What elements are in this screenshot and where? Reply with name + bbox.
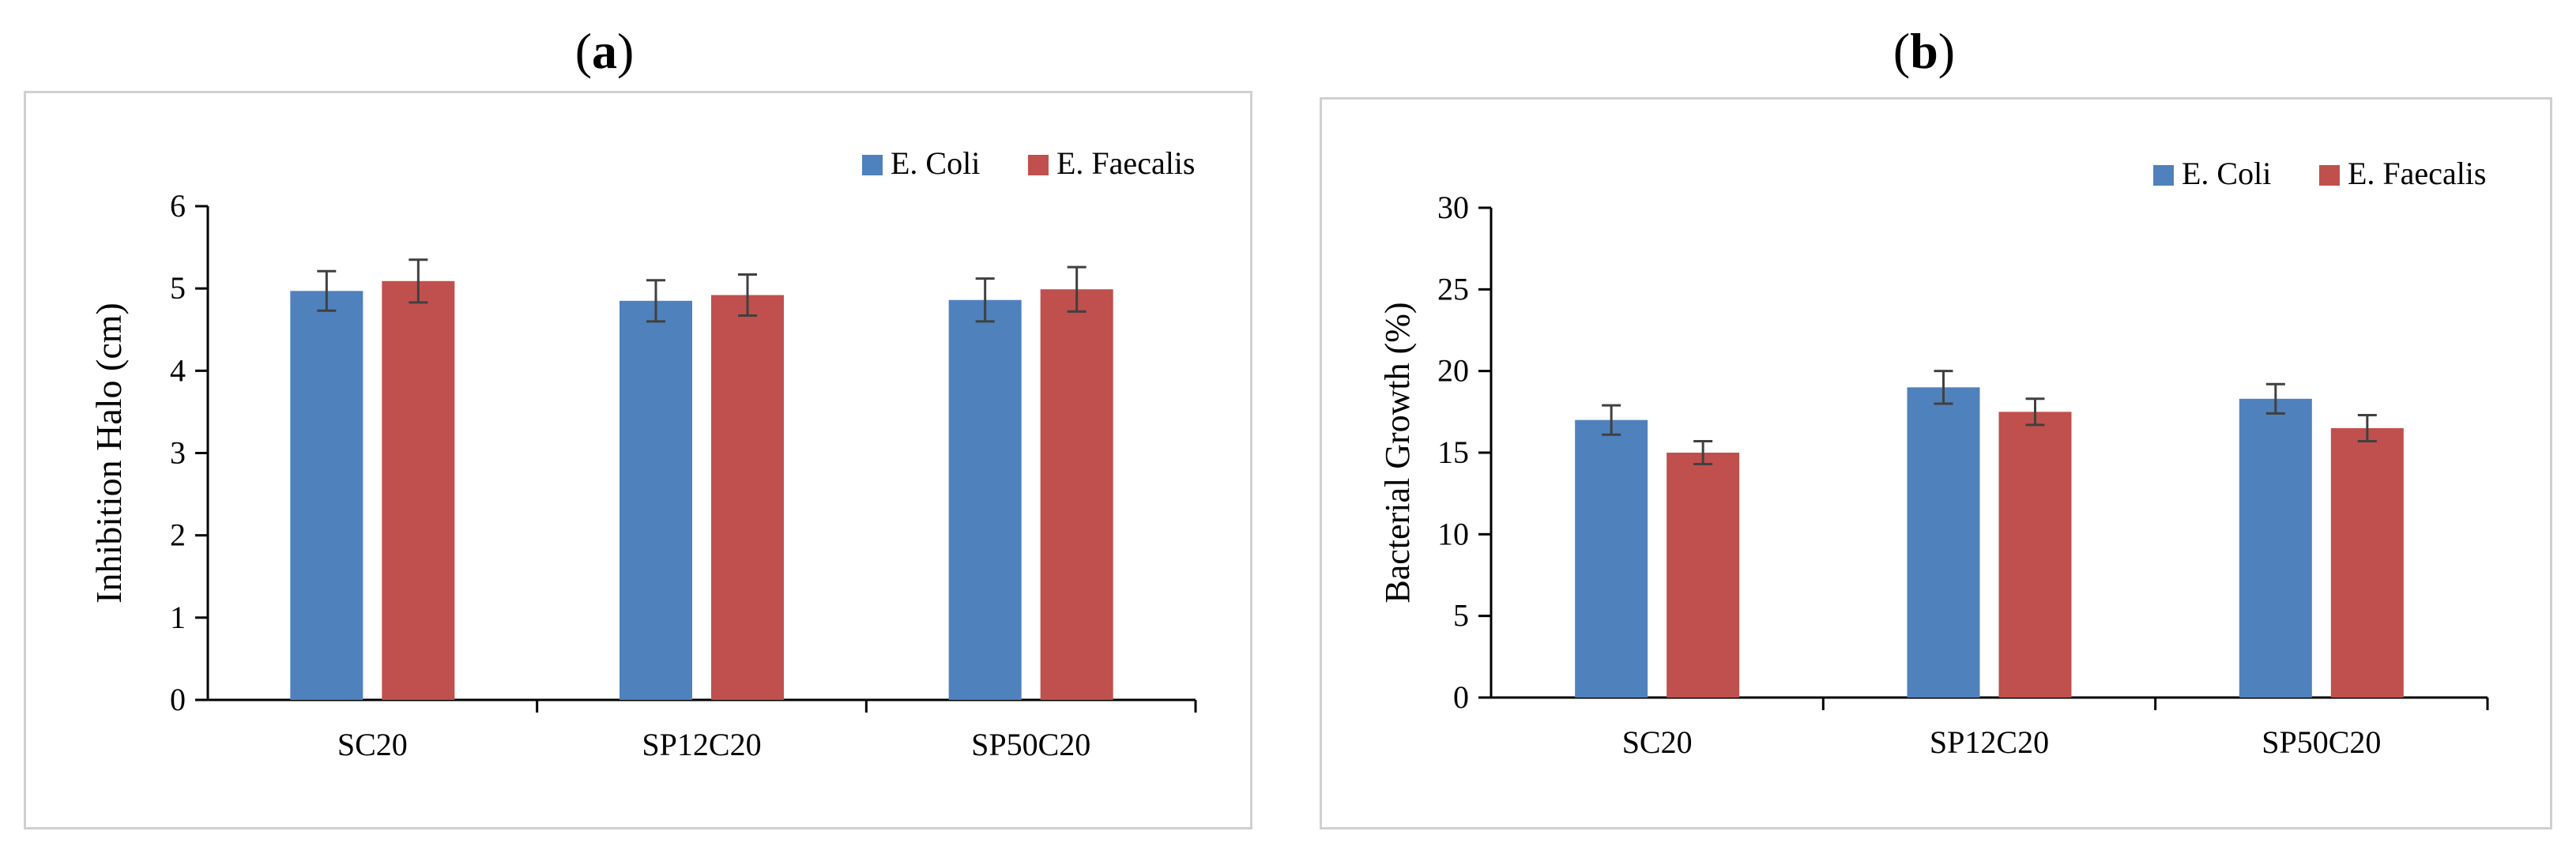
chart-a-y-tick-label: 6: [170, 188, 186, 224]
chart-b-bar-e-coli: [1907, 387, 1980, 698]
chart-b-y-tick-label: 5: [1453, 598, 1469, 634]
chart-b-frame: 0 5 10 15 20 25 30 Bacterial Growth (%) SC20 SP12…: [1320, 97, 2552, 829]
chart-b-bar-e-faecalis: [1666, 453, 1740, 698]
chart-a-y-tick-label: 2: [170, 517, 186, 553]
chart-b-y-tick-label: 15: [1437, 434, 1469, 470]
panel-label-a-close: ): [617, 23, 635, 79]
chart-a-frame: 0 1 2 3 4 5 6 Inhibition Halo (cm) SC20 SP12C20 SP…: [24, 91, 1252, 829]
chart-b-x-tick-label: SP12C20: [1930, 724, 2049, 760]
chart-a-x-tick-label: SP12C20: [642, 727, 761, 762]
chart-a-bar-e-coli: [290, 291, 363, 700]
chart-a-bar-e-faecalis: [1040, 289, 1113, 700]
chart-a-legend-swatch-e-faecalis: [1028, 155, 1049, 175]
chart-a-bar-e-faecalis: [382, 280, 455, 700]
panel-label-b-open: (: [1892, 23, 1911, 79]
chart-b-bar-e-coli: [1575, 419, 1648, 698]
chart-a-legend-label-e-faecalis: E. Faecalis: [1056, 145, 1196, 181]
chart-b-bar-e-faecalis: [2330, 428, 2404, 698]
chart-b-x-tick-label: SC20: [1622, 724, 1693, 760]
panel-label-a-open: (: [574, 23, 592, 79]
chart-a-bar-e-coli: [620, 300, 692, 700]
chart-a-y-axis-label: Inhibition Halo (cm): [89, 303, 129, 604]
chart-a-y-tick-label: 4: [170, 352, 186, 388]
panel-label-a-letter: a: [592, 23, 617, 79]
chart-a-y-tick-label: 0: [170, 682, 186, 717]
chart-b-legend-label-e-coli: E. Coli: [2182, 156, 2271, 191]
chart-a-y-tick-label: 3: [170, 435, 186, 471]
panel-label-b-close: ): [1938, 23, 1956, 79]
chart-a-x-tick-label: SC20: [337, 727, 408, 762]
chart-b-y-tick-label: 0: [1453, 679, 1469, 715]
chart-a-y-tick-label: 5: [170, 270, 186, 306]
chart-b-y-tick-label: 30: [1437, 190, 1469, 225]
chart-a-x-tick-label: SP50C20: [971, 727, 1090, 762]
panel-label-b-letter: b: [1910, 23, 1938, 79]
chart-b-bar-e-coli: [2239, 398, 2312, 698]
chart-b-y-tick-label: 25: [1437, 271, 1469, 307]
chart-b-y-axis-label: Bacterial Growth (%): [1378, 302, 1417, 603]
panel-label-a: (a): [525, 22, 684, 81]
chart-a-legend-swatch-e-coli: [862, 155, 883, 175]
chart-b-legend-swatch-e-coli: [2153, 165, 2174, 186]
chart-b-y-tick-label: 10: [1437, 516, 1469, 551]
chart-b-legend-swatch-e-faecalis: [2319, 165, 2340, 186]
chart-b: 0 5 10 15 20 25 30 Bacterial Growth (%) SC20 SP12…: [1378, 156, 2489, 760]
chart-b-x-tick-label: SP50C20: [2262, 724, 2381, 760]
chart-b-legend-label-e-faecalis: E. Faecalis: [2348, 156, 2487, 191]
chart-a-legend-label-e-coli: E. Coli: [891, 145, 980, 181]
panel-label-b: (b): [1845, 22, 2003, 81]
chart-a-y-tick-label: 1: [170, 600, 186, 635]
chart-b-bar-e-faecalis: [1998, 412, 2072, 698]
chart-a-bar-e-coli: [948, 299, 1022, 700]
chart-a: 0 1 2 3 4 5 6 Inhibition Halo (cm) SC20 SP12C20 SP…: [89, 145, 1197, 762]
chart-a-bar-e-faecalis: [711, 295, 784, 700]
chart-b-y-tick-label: 20: [1437, 353, 1469, 389]
